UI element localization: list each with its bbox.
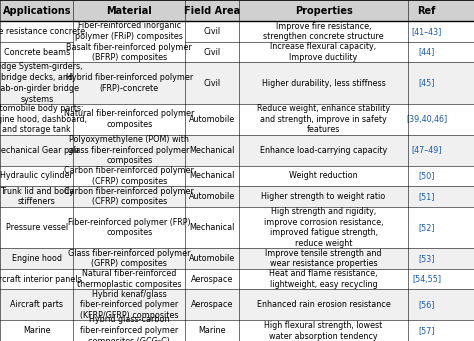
Text: Bridge System-girders,
bridge decks, and
slab-on-girder bridge
systems: Bridge System-girders, bridge decks, and… <box>0 62 83 104</box>
Bar <box>0 269 474 290</box>
Text: High flexural strength, lowest
water absorption tendency: High flexural strength, lowest water abs… <box>264 321 383 341</box>
Text: Hybrid glass-carbon
fiber-reinforced polymer
composites (GCG₂C): Hybrid glass-carbon fiber-reinforced pol… <box>80 315 178 341</box>
Bar <box>0 135 474 166</box>
Text: Aerospace: Aerospace <box>191 300 233 309</box>
Text: [47–49]: [47–49] <box>411 146 442 154</box>
Bar <box>0 104 474 135</box>
Text: High strength and rigidity,
improve corrosion resistance,
improved fatigue stren: High strength and rigidity, improve corr… <box>264 207 383 248</box>
Text: Field Area: Field Area <box>184 5 240 16</box>
Text: Engine hood: Engine hood <box>12 254 62 263</box>
Text: Mechanical: Mechanical <box>190 146 235 154</box>
Text: Heat and flame resistance,
lightweight, easy recycling: Heat and flame resistance, lightweight, … <box>269 269 378 289</box>
Text: Pressure vessel: Pressure vessel <box>6 223 68 232</box>
Text: [45]: [45] <box>419 78 435 88</box>
Text: Civil: Civil <box>203 48 221 57</box>
Text: Aerospace: Aerospace <box>191 275 233 284</box>
Text: Increase flexural capacity,
Improve ductility: Increase flexural capacity, Improve duct… <box>271 42 376 62</box>
Bar <box>0 320 474 341</box>
Bar <box>0 166 474 186</box>
Bar <box>0 290 474 320</box>
Text: Higher strength to weight ratio: Higher strength to weight ratio <box>261 192 386 201</box>
Text: Aircraft interior panels: Aircraft interior panels <box>0 275 82 284</box>
Text: Enhance load-carrying capacity: Enhance load-carrying capacity <box>260 146 387 154</box>
Bar <box>0 207 474 248</box>
Text: Natural fiber-reinforced polymer
composites: Natural fiber-reinforced polymer composi… <box>64 109 194 129</box>
Text: Carbon fiber-reinforced polymer
(CFRP) composites: Carbon fiber-reinforced polymer (CFRP) c… <box>64 166 194 186</box>
Text: Fiber-reinforced inorganic
polymer (FRiP) composites
Basalt fiber-reinforced pol: Fiber-reinforced inorganic polymer (FRiP… <box>66 21 192 62</box>
Text: [52]: [52] <box>418 223 435 232</box>
Text: Concrete beams: Concrete beams <box>4 48 70 57</box>
Bar <box>0 62 474 104</box>
Text: Natural fiber-reinforced
thermoplastic composites: Natural fiber-reinforced thermoplastic c… <box>77 269 182 289</box>
Text: Mechanical Gear pair: Mechanical Gear pair <box>0 146 80 154</box>
Text: Ref: Ref <box>418 5 436 16</box>
Bar <box>0 21 474 62</box>
Text: Civil: Civil <box>203 78 221 88</box>
Text: Polyoxymethylene (POM) with
glass fiber-reinforced polymer
composites: Polyoxymethylene (POM) with glass fiber-… <box>68 135 190 165</box>
Text: Applications: Applications <box>2 5 71 16</box>
Text: [57]: [57] <box>418 326 435 335</box>
Text: [44]: [44] <box>419 48 435 57</box>
Text: Civil: Civil <box>203 27 221 36</box>
Text: [53]: [53] <box>419 254 435 263</box>
Text: Hydraulic cylinder: Hydraulic cylinder <box>0 172 73 180</box>
Text: Fiber-reinforced polymer (FRP)
composites: Fiber-reinforced polymer (FRP) composite… <box>68 218 191 237</box>
Text: Hybrid fiber-reinforced polymer
(FRP)-concrete: Hybrid fiber-reinforced polymer (FRP)-co… <box>65 73 193 93</box>
Text: Properties: Properties <box>295 5 352 16</box>
Text: [54,55]: [54,55] <box>412 275 441 284</box>
Text: [51]: [51] <box>419 192 435 201</box>
Text: Hybrid kenaf/glass
fiber-reinforced polymer
(KFRP/GFRP) composites: Hybrid kenaf/glass fiber-reinforced poly… <box>80 290 178 320</box>
Text: Reduce weight, enhance stability
and strength, improve in safety
features: Reduce weight, enhance stability and str… <box>257 104 390 134</box>
Text: Mechanical: Mechanical <box>190 223 235 232</box>
Text: Material: Material <box>106 5 152 16</box>
Text: Automobile body parts:
Engine hood, dashboard,
and storage tank: Automobile body parts: Engine hood, dash… <box>0 104 87 134</box>
Text: Higher durability, less stiffness: Higher durability, less stiffness <box>262 78 385 88</box>
Text: Weight reduction: Weight reduction <box>289 172 358 180</box>
Text: Marine: Marine <box>23 326 51 335</box>
Text: Enhanced rain erosion resistance: Enhanced rain erosion resistance <box>256 300 391 309</box>
Text: [39,40,46]: [39,40,46] <box>406 115 447 124</box>
Text: Improve tensile strength and
wear resistance properties: Improve tensile strength and wear resist… <box>265 249 382 268</box>
Text: Automobile: Automobile <box>189 192 235 201</box>
Text: Trunk lid and body
stiffeners: Trunk lid and body stiffeners <box>0 187 74 206</box>
Text: Glass fiber-reinforced polymer
(GFRP) composites: Glass fiber-reinforced polymer (GFRP) co… <box>68 249 191 268</box>
Text: Marine: Marine <box>198 326 226 335</box>
Text: Improve fire resistance,
strengthen concrete structure: Improve fire resistance, strengthen conc… <box>263 21 384 41</box>
Text: [56]: [56] <box>419 300 435 309</box>
Text: [41–43]: [41–43] <box>411 27 442 36</box>
Text: Automobile: Automobile <box>189 254 235 263</box>
Bar <box>0 0 474 21</box>
Text: [50]: [50] <box>419 172 435 180</box>
Text: Automobile: Automobile <box>189 115 235 124</box>
Bar <box>0 186 474 207</box>
Text: Mechanical: Mechanical <box>190 172 235 180</box>
Text: Carbon fiber-reinforced polymer
(CFRP) composites: Carbon fiber-reinforced polymer (CFRP) c… <box>64 187 194 206</box>
Text: Aircraft parts: Aircraft parts <box>10 300 63 309</box>
Bar <box>0 248 474 269</box>
Text: Fire resistance concrete: Fire resistance concrete <box>0 27 85 36</box>
